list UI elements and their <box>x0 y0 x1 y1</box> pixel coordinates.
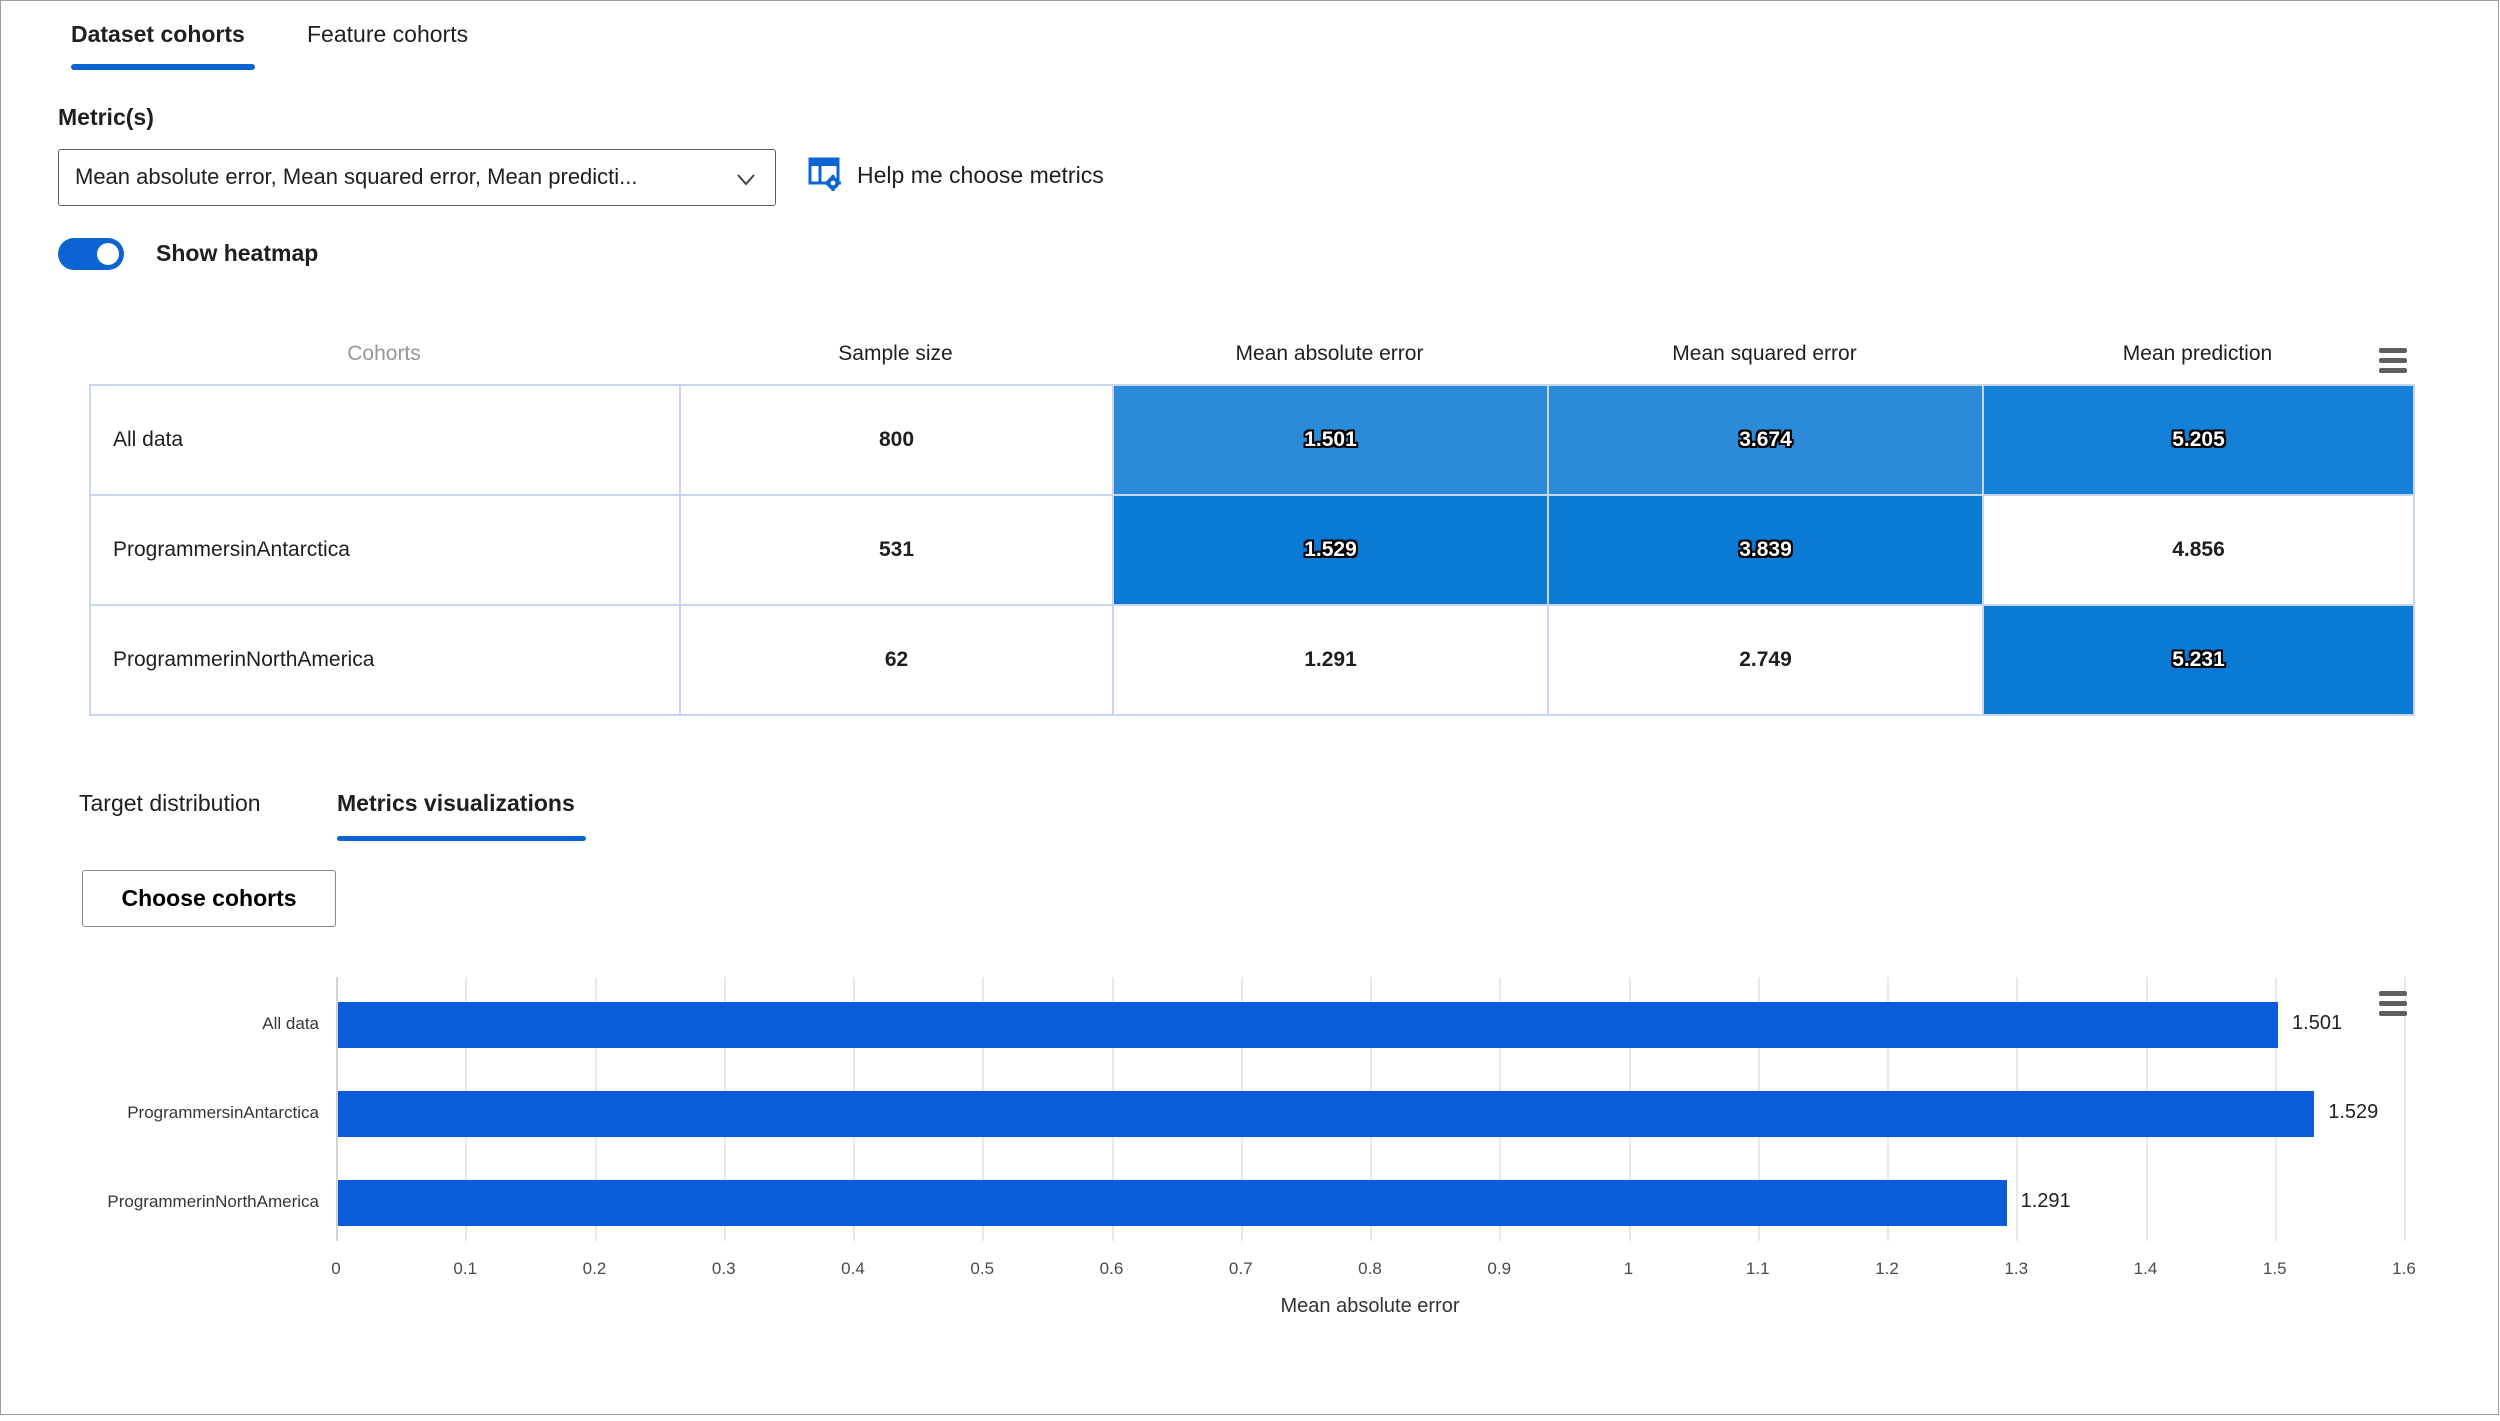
x-tick-label: 0 <box>331 1259 341 1278</box>
metrics-label: Metric(s) <box>58 104 154 130</box>
col-header-cohorts: Cohorts <box>347 342 421 365</box>
mae-cell[interactable]: 1.501 <box>1112 384 1549 496</box>
bar-ProgrammerinNorthAmerica[interactable] <box>338 1180 2007 1226</box>
cohort-name-cell: All data <box>89 384 681 496</box>
cohort-metrics-table: All data 800 1.501 3.674 5.205 Programme… <box>89 384 2415 716</box>
col-header-sample-size: Sample size <box>838 342 953 365</box>
x-tick-label: 0.7 <box>1228 1259 1253 1278</box>
bar-value-label: 1.501 <box>2292 1012 2343 1034</box>
chart-menu-icon[interactable] <box>2379 991 2407 1021</box>
x-tick-label: 1.2 <box>1875 1259 1899 1278</box>
metrics-bar-chart: Mean absolute error 0 0.1 0.2 0.3 0.4 0.5 0.6 0… <box>1 977 2498 1347</box>
mse-cell[interactable]: 2.749 <box>1547 604 1984 716</box>
bar-value-label: 1.291 <box>2020 1190 2071 1212</box>
gridline <box>2404 977 2406 1241</box>
x-tick-label: 1.3 <box>2004 1259 2029 1278</box>
table-menu-icon[interactable] <box>2379 348 2407 378</box>
metrics-dropdown[interactable]: Mean absolute error, Mean squared error,… <box>58 149 776 206</box>
show-heatmap-label: Show heatmap <box>156 240 319 266</box>
x-tick-label: 0.4 <box>841 1259 865 1278</box>
col-header-mean-prediction: Mean prediction <box>2122 342 2273 365</box>
x-tick-label: 0.9 <box>1487 1259 1512 1278</box>
mse-cell[interactable]: 3.674 <box>1547 384 1984 496</box>
metrics-dropdown-value: Mean absolute error, Mean squared error,… <box>75 164 638 189</box>
tab-metrics-visualizations[interactable]: Metrics visualizations <box>337 790 575 816</box>
mae-cell[interactable]: 1.529 <box>1112 494 1549 606</box>
mean-prediction-cell[interactable]: 4.856 <box>1982 494 2415 606</box>
x-tick-label: 0.2 <box>582 1259 607 1278</box>
x-tick-label: 1 <box>1623 1259 1634 1278</box>
chevron-down-icon <box>733 166 759 197</box>
sample-size-cell: 62 <box>679 604 1114 716</box>
x-tick-label: 1.4 <box>2133 1259 2158 1278</box>
show-heatmap-toggle[interactable] <box>58 238 124 270</box>
toggle-knob <box>97 243 119 265</box>
table-row: ProgrammerinNorthAmerica 62 1.291 2.749 … <box>89 604 2415 716</box>
help-choose-metrics-label: Help me choose metrics <box>857 162 1104 188</box>
active-tab-underline <box>71 64 255 70</box>
tab-target-distribution[interactable]: Target distribution <box>79 790 261 816</box>
y-axis-label: ProgrammersinAntarctica <box>127 1103 319 1122</box>
active-subtab-underline <box>337 836 586 841</box>
mean-prediction-cell[interactable]: 5.205 <box>1982 384 2415 496</box>
cohort-name-cell: ProgrammerinNorthAmerica <box>89 604 681 716</box>
metrics-table-gear-icon <box>807 155 843 196</box>
x-tick-label: 1.6 <box>2392 1259 2416 1278</box>
choose-cohorts-button[interactable]: Choose cohorts <box>82 870 336 927</box>
cohort-name-cell: ProgrammersinAntarctica <box>89 494 681 606</box>
y-axis-label: ProgrammerinNorthAmerica <box>107 1192 319 1211</box>
help-choose-metrics-link[interactable]: Help me choose metrics <box>807 155 1104 196</box>
mae-cell[interactable]: 1.291 <box>1112 604 1549 716</box>
x-tick-label: 1.1 <box>1745 1259 1770 1278</box>
bar-value-label: 1.529 <box>2328 1101 2379 1123</box>
bar-All data[interactable] <box>338 1002 2279 1048</box>
sample-size-cell: 800 <box>679 384 1114 496</box>
y-axis-label: All data <box>262 1014 319 1033</box>
tab-feature-cohorts[interactable]: Feature cohorts <box>307 21 469 47</box>
gridline <box>336 977 338 1241</box>
x-tick-label: 0.5 <box>970 1259 995 1278</box>
mse-cell[interactable]: 3.839 <box>1547 494 1984 606</box>
table-row: ProgrammersinAntarctica 531 1.529 3.839 … <box>89 494 2415 606</box>
table-row: All data 800 1.501 3.674 5.205 <box>89 384 2415 496</box>
chart-x-axis-title: Mean absolute error <box>1280 1295 1460 1317</box>
col-header-mae: Mean absolute error <box>1235 342 1424 365</box>
x-tick-label: 0.8 <box>1358 1259 1382 1278</box>
x-tick-label: 0.1 <box>453 1259 478 1278</box>
x-tick-label: 0.6 <box>1099 1259 1124 1278</box>
x-tick-label: 0.3 <box>711 1259 736 1278</box>
tab-dataset-cohorts[interactable]: Dataset cohorts <box>71 21 245 47</box>
mean-prediction-cell[interactable]: 5.231 <box>1982 604 2415 716</box>
sample-size-cell: 531 <box>679 494 1114 606</box>
col-header-mse: Mean squared error <box>1672 342 1857 365</box>
chart-plot <box>336 977 2406 1241</box>
bar-ProgrammersinAntarctica[interactable] <box>338 1091 2315 1137</box>
x-tick-label: 1.5 <box>2262 1259 2287 1278</box>
